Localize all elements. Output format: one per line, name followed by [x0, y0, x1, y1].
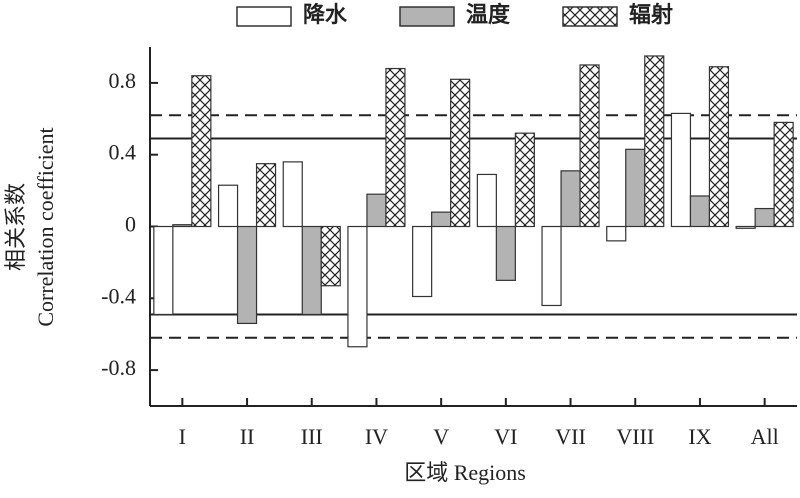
legend-label: 辐射: [629, 2, 673, 27]
bar: [754, 207, 775, 228]
bar: [385, 67, 406, 228]
bar: [153, 225, 174, 316]
legend-swatch: [399, 6, 455, 27]
bar: [579, 64, 600, 228]
x-tick-label: I: [179, 424, 186, 449]
bar: [708, 66, 730, 228]
bar: [476, 173, 497, 228]
legend-label: 温度: [466, 2, 511, 27]
legend-swatch: [562, 6, 618, 27]
bar: [495, 225, 516, 281]
x-tick-label: VI: [494, 424, 517, 449]
x-tick-label: V: [433, 424, 449, 449]
bar: [320, 225, 341, 287]
bar: [606, 225, 627, 242]
y-tick-label: 0.4: [109, 140, 137, 165]
bar: [514, 132, 535, 228]
bar: [773, 121, 794, 228]
y-tick-label: 0: [125, 212, 136, 237]
bar: [282, 161, 303, 228]
y-tick-label: -0.4: [101, 283, 136, 308]
x-axis-label: 区域 Regions: [404, 460, 526, 485]
x-tick-label: VII: [555, 424, 586, 449]
y-axis-label: Correlation coefficient: [33, 127, 58, 326]
bar: [366, 193, 387, 228]
bar: [172, 224, 193, 228]
bar: [255, 163, 277, 228]
legend-label: 降水: [303, 2, 348, 27]
bar: [560, 170, 581, 228]
y-axis-label: 相关系数: [3, 183, 28, 271]
bar: [301, 225, 322, 316]
legend-swatch: [236, 6, 292, 27]
x-tick-label: IV: [365, 424, 388, 449]
bar: [735, 225, 756, 229]
bar: [670, 112, 692, 228]
bar: [431, 211, 452, 228]
bar: [236, 225, 258, 325]
y-tick-label: -0.8: [101, 355, 136, 380]
x-tick-label: IX: [688, 424, 711, 449]
x-tick-label: II: [240, 424, 255, 449]
bar: [347, 225, 368, 348]
bar: [625, 148, 646, 228]
bar: [191, 75, 212, 228]
x-tick-label: All: [751, 424, 779, 449]
bar: [644, 55, 665, 228]
bar: [450, 78, 471, 228]
x-tick-label: III: [301, 424, 323, 449]
x-tick-label: VIII: [616, 424, 654, 449]
bar: [689, 195, 711, 228]
bar: [412, 225, 433, 298]
bar: [217, 184, 239, 228]
bar: [541, 225, 562, 307]
y-tick-label: 0.8: [109, 68, 137, 93]
